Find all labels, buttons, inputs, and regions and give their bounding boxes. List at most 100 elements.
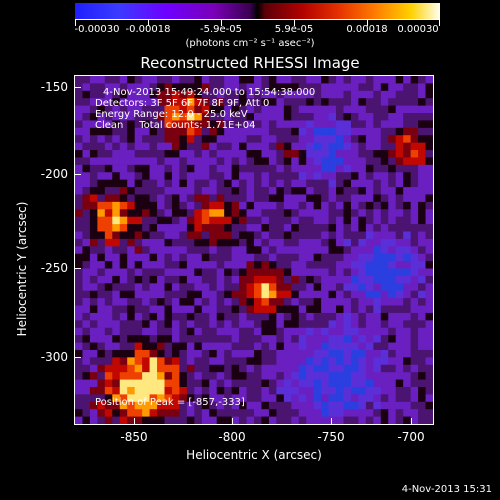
heatmap-pixel <box>268 98 277 107</box>
heatmap-pixel <box>358 150 367 158</box>
heatmap-pixel <box>97 283 106 292</box>
heatmap-pixel <box>127 216 136 225</box>
heatmap-pixel <box>291 135 300 144</box>
heatmap-pixel <box>134 312 143 321</box>
heatmap-pixel <box>350 105 359 114</box>
heatmap-pixel <box>268 261 277 269</box>
heatmap-pixel <box>425 379 433 388</box>
heatmap-pixel <box>186 416 195 424</box>
heatmap-pixel <box>321 113 329 121</box>
heatmap-pixel <box>336 246 344 255</box>
heatmap-pixel <box>291 105 300 114</box>
heatmap-pixel <box>246 142 255 151</box>
heatmap-pixel <box>246 320 255 329</box>
heatmap-pixel <box>321 312 329 321</box>
heatmap-pixel <box>395 164 404 173</box>
heatmap-pixel <box>179 416 188 424</box>
heatmap-pixel <box>380 253 389 262</box>
heatmap-pixel <box>157 401 165 410</box>
heatmap-pixel <box>171 335 180 343</box>
heatmap-pixel <box>388 261 397 269</box>
heatmap-pixel <box>283 224 292 232</box>
heatmap-pixel <box>261 386 270 395</box>
heatmap-pixel <box>142 127 150 136</box>
heatmap-pixel <box>119 172 128 181</box>
heatmap-pixel <box>104 379 113 388</box>
heatmap-pixel <box>388 268 397 277</box>
heatmap-pixel <box>164 98 173 107</box>
heatmap-pixel <box>388 327 397 336</box>
heatmap-pixel <box>201 150 210 158</box>
heatmap-pixel <box>231 364 240 373</box>
heatmap-pixel <box>186 298 195 306</box>
heatmap-pixel <box>186 90 195 99</box>
heatmap-pixel <box>216 386 225 395</box>
heatmap-pixel <box>216 90 225 99</box>
heatmap-pixel <box>365 342 374 351</box>
heatmap-pixel <box>239 209 247 218</box>
heatmap-pixel <box>268 268 277 277</box>
heatmap-pixel <box>134 105 143 114</box>
heatmap-pixel <box>380 312 389 321</box>
heatmap-pixel <box>97 224 106 232</box>
heatmap-pixel <box>157 290 165 299</box>
heatmap-pixel <box>209 261 218 269</box>
heatmap-pixel <box>313 349 322 358</box>
heatmap-pixel <box>425 298 433 306</box>
heatmap-pixel <box>395 261 404 269</box>
heatmap-pixel <box>194 135 203 144</box>
heatmap-pixel <box>291 224 300 232</box>
heatmap-pixel <box>216 290 225 299</box>
heatmap-pixel <box>306 253 315 262</box>
heatmap-pixel <box>104 120 113 129</box>
heatmap-pixel <box>321 194 329 203</box>
heatmap-pixel <box>283 90 292 99</box>
heatmap-pixel <box>164 275 173 284</box>
heatmap-pixel <box>283 261 292 269</box>
heatmap-pixel <box>97 90 106 99</box>
heatmap-pixel <box>313 179 322 188</box>
heatmap-pixel <box>104 335 113 343</box>
heatmap-pixel <box>410 150 419 158</box>
heatmap-pixel <box>321 342 329 351</box>
heatmap-pixel <box>142 150 150 158</box>
heatmap-pixel <box>89 179 98 188</box>
heatmap-pixel <box>291 290 300 299</box>
heatmap-pixel <box>395 127 404 136</box>
heatmap-pixel <box>201 320 210 329</box>
heatmap-pixel <box>89 409 98 417</box>
heatmap-pixel <box>283 320 292 329</box>
heatmap-pixel <box>350 379 359 388</box>
heatmap-pixel <box>239 83 247 92</box>
heatmap-pixel <box>89 246 98 255</box>
heatmap-pixel <box>209 216 218 225</box>
heatmap-pixel <box>365 105 374 114</box>
heatmap-pixel <box>336 268 344 277</box>
heatmap-pixel <box>261 312 270 321</box>
heatmap-pixel <box>395 342 404 351</box>
heatmap-pixel <box>194 409 203 417</box>
heatmap-pixel <box>298 268 307 277</box>
heatmap-pixel <box>179 83 188 92</box>
heatmap-pixel <box>254 364 262 373</box>
heatmap-pixel <box>97 246 106 255</box>
heatmap-pixel <box>164 113 173 121</box>
heatmap-pixel <box>112 238 121 247</box>
heatmap-pixel <box>149 120 158 129</box>
heatmap-pixel <box>395 120 404 129</box>
heatmap-pixel <box>254 342 262 351</box>
heatmap-pixel <box>321 283 329 292</box>
heatmap-pixel <box>388 157 397 166</box>
heatmap-pixel <box>358 127 367 136</box>
heatmap-pixel <box>112 268 121 277</box>
heatmap-pixel <box>75 164 83 173</box>
x-axis-title: Heliocentric X (arcsec) <box>186 448 322 462</box>
heatmap-pixel <box>171 135 180 144</box>
colorbar-tick-label: -0.00030 <box>74 24 120 35</box>
heatmap-pixel <box>194 401 203 410</box>
heatmap-pixel <box>313 105 322 114</box>
heatmap-pixel <box>142 401 150 410</box>
heatmap-pixel <box>97 320 106 329</box>
heatmap-pixel <box>164 209 173 218</box>
heatmap-pixel <box>254 98 262 107</box>
